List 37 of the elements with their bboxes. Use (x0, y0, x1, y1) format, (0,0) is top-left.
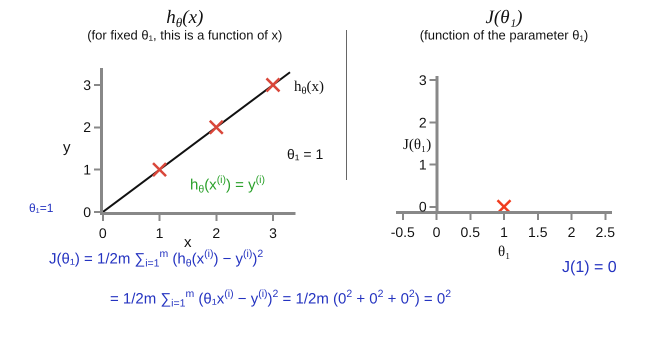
y-axis-title: y (63, 139, 71, 156)
x-tick-label: 3 (269, 224, 278, 241)
x-tick-label: -0.5 (390, 224, 416, 240)
point (208, 120, 224, 136)
point (152, 162, 168, 178)
chart-title: h$_{θ}$(x) (166, 6, 204, 30)
y-tick-label: 3 (83, 76, 92, 93)
text: J(1) = 0 (562, 259, 617, 276)
annotation: h$_{θ}$(x$^{(i)}$) = y$^{(i)}$ (190, 174, 265, 196)
x-tick-label: 0 (432, 224, 441, 240)
x-tick-label: 0.5 (460, 224, 480, 240)
x-tick-label: 1 (500, 224, 508, 240)
y-tick-label: 1 (418, 156, 427, 172)
y-tick-label: 3 (418, 72, 427, 88)
y-axis-title: J(θ₁) (403, 137, 432, 153)
y-tick-label: 1 (83, 162, 92, 178)
text: J(θ₁) = 1/2m ∑$_{i=1}$$^{m}$ (h$_{θ}$(x$^{(i)}$) − y$^{(i)}$)$^{2}$ (49, 248, 264, 270)
y-tick-label: 0 (83, 204, 92, 220)
annotation: h$_{θ}$(x) (294, 79, 324, 98)
y-tick-label: 2 (83, 119, 92, 136)
x-axis-title: θ₁ (498, 244, 510, 260)
x-tick-label: 0 (98, 224, 107, 241)
x-tick-label: 2.5 (596, 224, 616, 240)
x-tick-label: 1.5 (528, 224, 548, 240)
x-tick-label: 2 (212, 224, 220, 241)
chart-subtitle: (for fixed θ₁, this is a function of x) (87, 28, 282, 43)
x-tick-label: 2 (568, 224, 576, 240)
text: θ₁=1 (29, 201, 54, 215)
annotation: θ₁ = 1 (287, 146, 324, 162)
x-axis-title: x (184, 234, 192, 251)
chart-subtitle: (function of the parameter θ₁) (420, 28, 588, 43)
text: = 1/2m ∑$_{i=1}$$^{m}$ (θ₁x$^{(i)}$ − y$^{(i)}$)$^{2}$ = 1/2m (0$^{2}$ + 0$^{2}$ + 0$^{2}$) = 0$^{2}$ (110, 288, 452, 310)
y-tick-label: 0 (418, 198, 427, 215)
x-tick-label: 1 (156, 224, 164, 241)
point (265, 77, 281, 93)
y-tick-label: 2 (418, 114, 427, 130)
chart-title: J(θ₁) (485, 6, 523, 28)
